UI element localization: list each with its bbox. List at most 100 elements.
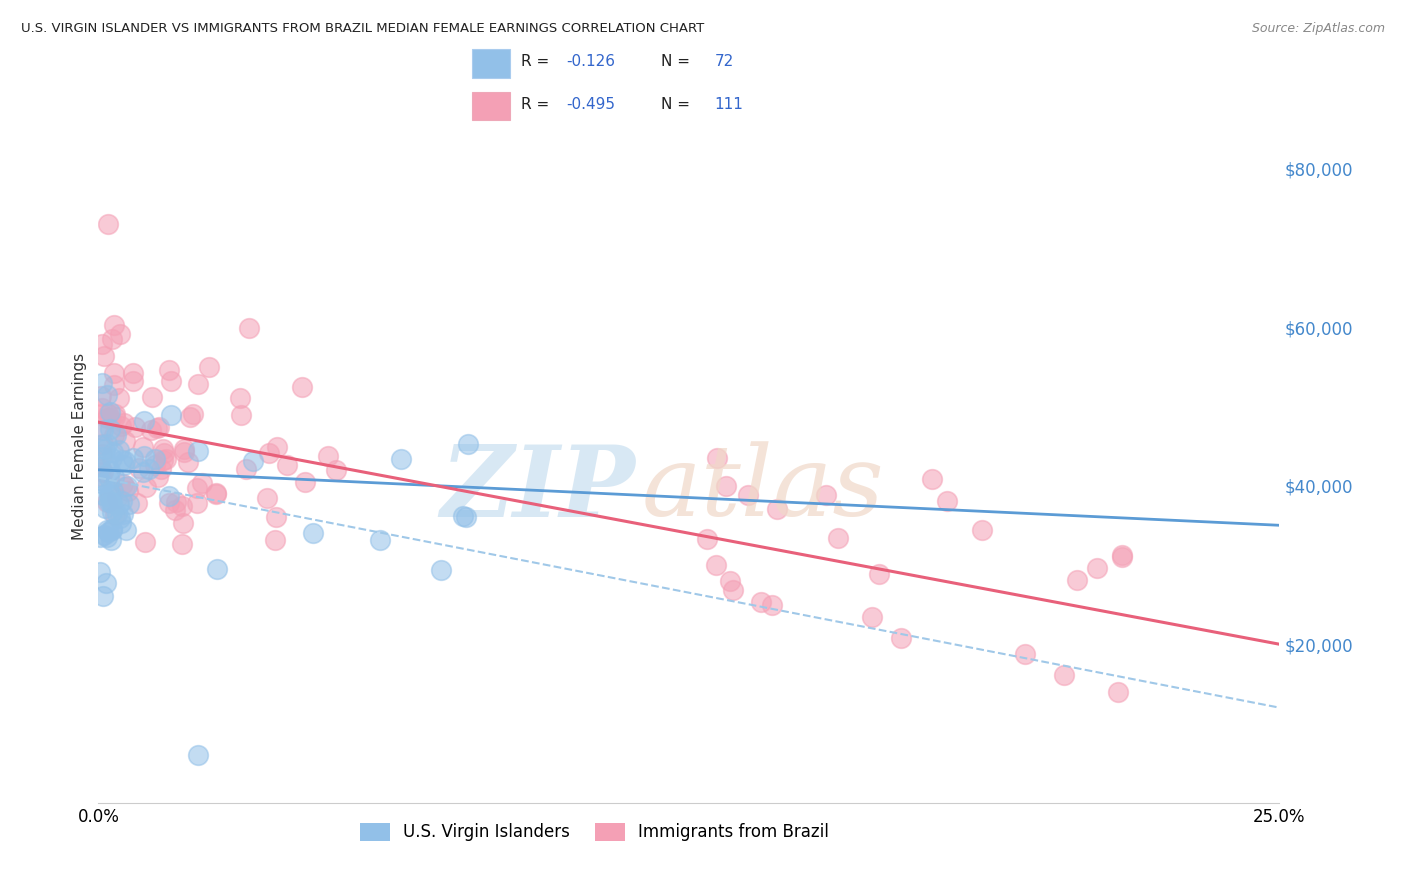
Immigrants from Brazil [235, 461, 257, 475]
U.S. Virgin Islanders [110, 516, 132, 531]
Immigrants from Brazil [187, 376, 209, 391]
Immigrants from Brazil [1053, 668, 1076, 682]
Immigrants from Brazil [186, 481, 208, 495]
Legend: U.S. Virgin Islanders, Immigrants from Brazil: U.S. Virgin Islanders, Immigrants from B… [353, 816, 835, 848]
Immigrants from Brazil [143, 458, 166, 472]
U.S. Virgin Islanders [101, 505, 124, 519]
Immigrants from Brazil [121, 374, 143, 388]
U.S. Virgin Islanders [98, 422, 121, 436]
U.S. Virgin Islanders [97, 494, 120, 508]
Text: U.S. VIRGIN ISLANDER VS IMMIGRANTS FROM BRAZIL MEDIAN FEMALE EARNINGS CORRELATIO: U.S. VIRGIN ISLANDER VS IMMIGRANTS FROM … [21, 22, 704, 36]
Immigrants from Brazil [868, 566, 890, 581]
Immigrants from Brazil [135, 479, 157, 493]
Immigrants from Brazil [90, 462, 112, 476]
Immigrants from Brazil [860, 609, 883, 624]
Immigrants from Brazil [761, 598, 783, 612]
U.S. Virgin Islanders [100, 522, 122, 536]
Immigrants from Brazil [90, 423, 112, 437]
Text: 72: 72 [714, 54, 734, 69]
U.S. Virgin Islanders [93, 500, 115, 515]
U.S. Virgin Islanders [89, 438, 111, 452]
U.S. Virgin Islanders [108, 511, 131, 525]
U.S. Virgin Islanders [98, 487, 121, 501]
Immigrants from Brazil [112, 416, 135, 430]
U.S. Virgin Islanders [96, 523, 118, 537]
Immigrants from Brazil [183, 407, 205, 421]
U.S. Virgin Islanders [429, 563, 451, 577]
Immigrants from Brazil [935, 494, 957, 508]
Immigrants from Brazil [90, 408, 112, 422]
U.S. Virgin Islanders [391, 452, 413, 467]
Immigrants from Brazil [177, 455, 200, 469]
Text: R =: R = [520, 97, 554, 112]
Immigrants from Brazil [155, 451, 177, 466]
U.S. Virgin Islanders [89, 459, 111, 474]
Immigrants from Brazil [294, 475, 316, 489]
Immigrants from Brazil [229, 408, 252, 422]
U.S. Virgin Islanders [91, 589, 114, 603]
Immigrants from Brazil [124, 420, 146, 434]
Immigrants from Brazil [325, 463, 347, 477]
Immigrants from Brazil [125, 496, 148, 510]
U.S. Virgin Islanders [187, 748, 209, 763]
U.S. Virgin Islanders [96, 437, 118, 451]
U.S. Virgin Islanders [93, 528, 115, 542]
U.S. Virgin Islanders [98, 490, 121, 504]
Immigrants from Brazil [890, 631, 912, 645]
Immigrants from Brazil [706, 450, 728, 465]
Text: N =: N = [661, 97, 695, 112]
Immigrants from Brazil [117, 483, 139, 498]
U.S. Virgin Islanders [187, 443, 209, 458]
U.S. Virgin Islanders [143, 451, 166, 466]
Immigrants from Brazil [157, 496, 180, 510]
Immigrants from Brazil [172, 516, 194, 531]
Y-axis label: Median Female Earnings: Median Female Earnings [72, 352, 87, 540]
U.S. Virgin Islanders [101, 483, 124, 498]
U.S. Virgin Islanders [111, 494, 134, 508]
Immigrants from Brazil [291, 380, 314, 394]
Immigrants from Brazil [90, 469, 112, 483]
Immigrants from Brazil [97, 217, 120, 231]
Immigrants from Brazil [148, 470, 170, 484]
Immigrants from Brazil [90, 389, 112, 403]
Immigrants from Brazil [704, 558, 727, 572]
U.S. Virgin Islanders [94, 442, 117, 456]
Immigrants from Brazil [110, 418, 132, 433]
Immigrants from Brazil [96, 494, 118, 508]
Immigrants from Brazil [103, 508, 125, 522]
Immigrants from Brazil [1014, 648, 1036, 662]
U.S. Virgin Islanders [96, 455, 118, 469]
Immigrants from Brazil [97, 407, 120, 421]
Immigrants from Brazil [148, 419, 170, 434]
Immigrants from Brazil [205, 487, 228, 501]
U.S. Virgin Islanders [108, 498, 131, 512]
U.S. Virgin Islanders [132, 465, 155, 479]
Immigrants from Brazil [1111, 549, 1133, 564]
U.S. Virgin Islanders [98, 463, 121, 477]
U.S. Virgin Islanders [100, 523, 122, 537]
Immigrants from Brazil [163, 502, 186, 516]
U.S. Virgin Islanders [107, 507, 129, 521]
Immigrants from Brazil [91, 336, 114, 351]
U.S. Virgin Islanders [100, 494, 122, 508]
Immigrants from Brazil [172, 537, 194, 551]
Immigrants from Brazil [179, 410, 201, 425]
FancyBboxPatch shape [471, 92, 509, 120]
Immigrants from Brazil [172, 499, 194, 513]
U.S. Virgin Islanders [97, 470, 120, 484]
Immigrants from Brazil [238, 320, 260, 334]
Text: -0.495: -0.495 [567, 97, 616, 112]
Immigrants from Brazil [114, 434, 136, 448]
Immigrants from Brazil [105, 491, 128, 506]
U.S. Virgin Islanders [121, 450, 143, 465]
Immigrants from Brazil [1111, 548, 1133, 562]
Immigrants from Brazil [827, 531, 849, 545]
Immigrants from Brazil [134, 535, 156, 549]
U.S. Virgin Islanders [111, 453, 134, 467]
Immigrants from Brazil [766, 501, 789, 516]
U.S. Virgin Islanders [107, 443, 129, 458]
U.S. Virgin Islanders [368, 533, 391, 548]
Immigrants from Brazil [257, 446, 280, 460]
U.S. Virgin Islanders [114, 454, 136, 468]
Immigrants from Brazil [122, 366, 145, 380]
